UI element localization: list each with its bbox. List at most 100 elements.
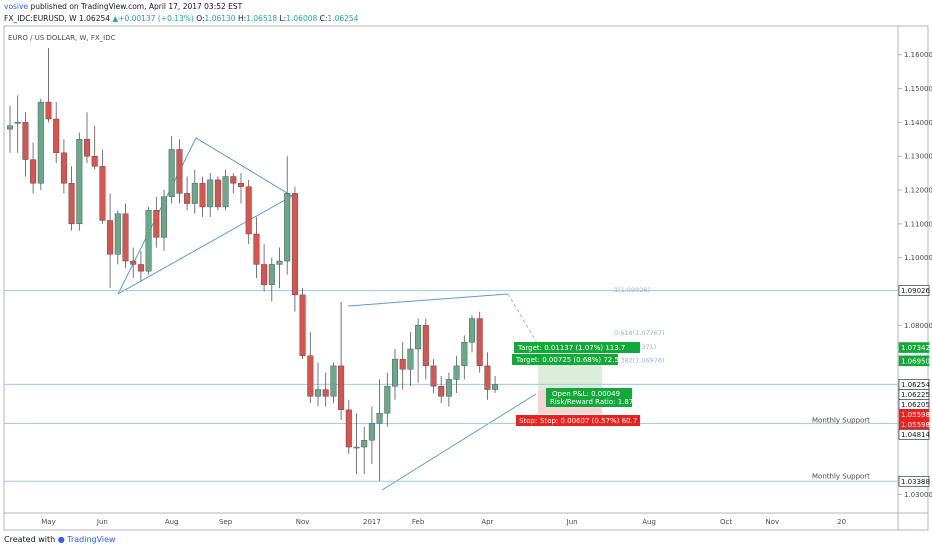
candle: [422, 318, 429, 380]
candle: [37, 98, 44, 191]
profit-zone: [538, 346, 602, 390]
candle: [230, 173, 237, 194]
price-labels: 1.09026 1.07342 1.06950 1.06254 1.06225 1.062…: [898, 285, 930, 487]
chart-annotations: Monthly Support Monthly Support 0.618(1.07…: [614, 286, 870, 480]
price-label: 1.04814: [898, 429, 930, 440]
candle-body: [199, 183, 206, 208]
target1-box: [514, 342, 640, 353]
x-tick-label: Aug: [642, 518, 656, 526]
x-tick-label: 20: [837, 518, 846, 526]
open-value: 1.06130: [204, 14, 236, 23]
candle-body: [384, 385, 391, 414]
candle: [184, 176, 191, 211]
candle: [68, 166, 75, 231]
stop-tag: Stop:: [519, 417, 537, 425]
candle: [322, 372, 329, 407]
y-axis-ticks: 1.16000 1.15000 1.14000 1.13000 1.12000 1.110…: [898, 51, 932, 499]
candle-body: [168, 149, 175, 197]
candle: [76, 132, 83, 231]
candle-body: [37, 101, 44, 184]
x-tick-label: May: [41, 518, 55, 526]
candle-body: [322, 389, 329, 397]
candle: [399, 342, 406, 390]
high-label: H:: [237, 14, 247, 23]
candle: [30, 142, 37, 194]
candle-body: [122, 213, 129, 262]
tradingview-brand[interactable]: TradingView: [67, 535, 116, 544]
x-tick-label: Nov: [765, 518, 779, 526]
candle: [153, 196, 160, 248]
candle: [222, 169, 229, 211]
candle-body: [14, 122, 21, 124]
price-label-text: 1.06254: [901, 381, 930, 389]
candle-body: [30, 159, 37, 184]
price-label: 1.06225: [898, 389, 930, 400]
candle: [345, 399, 352, 454]
candle-body: [361, 440, 368, 448]
footer: Created with ● TradingView: [4, 535, 116, 544]
candle-body: [22, 122, 29, 160]
x-tick-label: Feb: [412, 518, 425, 526]
candle-body: [137, 264, 144, 272]
price-label-text: 1.06225: [901, 391, 930, 399]
candle-body: [107, 220, 114, 255]
price-label-text: 1.06205: [901, 401, 930, 409]
fib-label: 1(1.09026): [614, 286, 650, 294]
price-label: 1.05598: [898, 419, 930, 430]
candle-body: [45, 101, 52, 120]
y-tick-label: 1.14000: [904, 119, 932, 127]
price-label: 1.06205: [898, 399, 930, 410]
candle: [438, 376, 445, 404]
x-tick-label: Nov: [296, 518, 310, 526]
target1-text: Target: 0.01137 (1.07%) 113.7: [517, 344, 625, 352]
candle-body: [345, 409, 352, 448]
candle: [130, 247, 137, 278]
candle-body: [184, 193, 191, 204]
chart-publish-info: vosive published on TradingView.com, Apr…: [4, 2, 242, 11]
y-tick-label: 1.12000: [904, 187, 932, 195]
trendline-upper: [347, 293, 509, 307]
candle: [114, 210, 121, 265]
candle-body: [60, 152, 67, 184]
price-label-text: 1.04814: [901, 431, 930, 439]
price-change: +0.00137 (+0.13%): [118, 14, 194, 23]
candle-body: [315, 389, 322, 397]
candle: [338, 301, 345, 420]
target2-box: [512, 354, 618, 365]
y-tick-label: 1.10000: [904, 254, 932, 262]
candle-body: [422, 325, 429, 367]
price-label: 1.05598: [898, 409, 930, 420]
price-label-text: 1.09026: [901, 287, 930, 295]
drawings-layer: [117, 137, 602, 491]
stop-text: Stop: 0.00607 (0.57%) 60.7: [540, 417, 637, 425]
candle: [207, 173, 214, 218]
candle-body: [230, 176, 237, 184]
x-tick-label: 2017: [363, 518, 381, 526]
candle: [99, 149, 106, 224]
candle: [276, 247, 283, 289]
symbol-ohlc-line: FX_IDC:EURUSD, W 1.06254 ▲+0.00137 (+0.1…: [4, 14, 358, 23]
candle-body: [191, 183, 198, 204]
candle-body: [114, 213, 121, 255]
candle-body: [307, 355, 314, 397]
candle: [476, 311, 483, 373]
candle-body: [492, 384, 499, 390]
stop-box: [516, 415, 640, 426]
candle-body: [76, 139, 83, 225]
candle: [214, 176, 221, 211]
y-tick-label: 1.13000: [904, 153, 932, 161]
candle-body: [453, 365, 460, 380]
symbol-name: FX_IDC:EURUSD, W: [4, 14, 77, 23]
open-label: O:: [196, 14, 205, 23]
pnl-text: Open P&L: 0.00049: [552, 390, 620, 398]
y-tick-label: 1.11000: [904, 220, 932, 228]
support-label: Monthly Support: [812, 416, 870, 424]
price-label: 1.07342: [898, 342, 930, 353]
price-label-text: 1.06950: [901, 357, 930, 365]
candle: [91, 125, 98, 170]
candle: [415, 318, 422, 383]
author-link[interactable]: vosive: [4, 2, 29, 11]
candle: [469, 315, 476, 353]
last-price: 1.06254: [79, 14, 111, 23]
